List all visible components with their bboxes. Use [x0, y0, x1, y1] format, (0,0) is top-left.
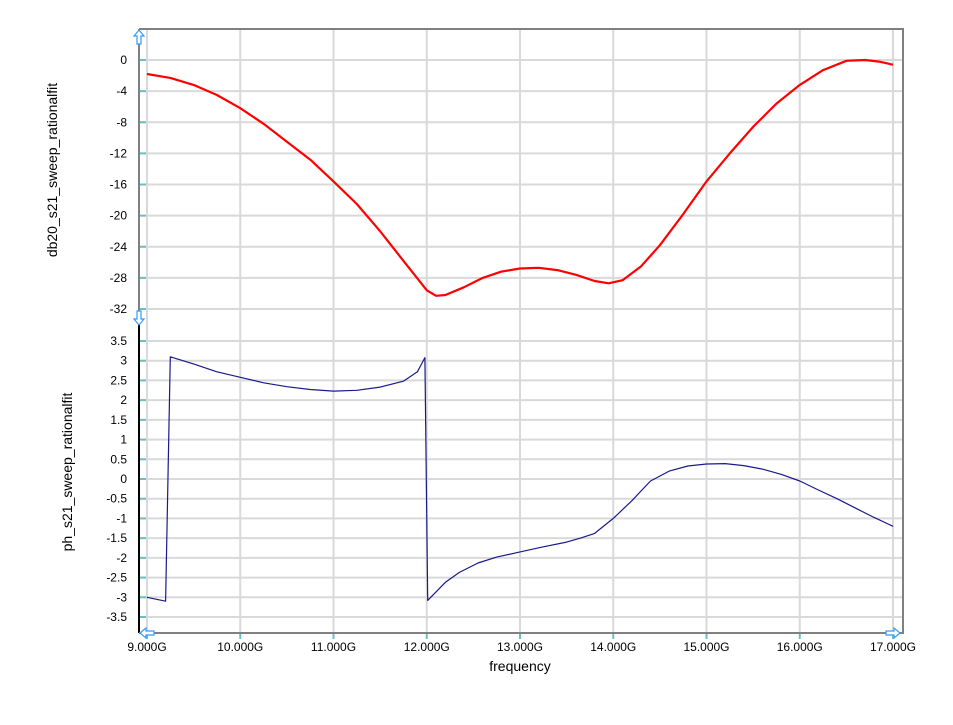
x-tick-label: 13.000G [497, 640, 543, 654]
x-right-arrow-icon [885, 626, 901, 640]
y-tick-label: -8 [116, 115, 127, 129]
grid [139, 29, 903, 633]
x-axis-label: frequency [489, 658, 550, 674]
axes: 9.000G 10.000G 11.000G 12.000G 13.000G 14.000… [106, 28, 916, 654]
y-tick-label: 0.5 [110, 452, 127, 466]
x-tick-label: 14.000G [590, 640, 636, 654]
y-tick-label: -1.5 [106, 531, 127, 545]
y-tick-label: -2.5 [106, 571, 127, 585]
x-tick-label: 17.000G [870, 640, 916, 654]
phase-series-line [146, 356, 894, 602]
y-tick-label: -32 [110, 302, 128, 316]
y-tick-label: 2.5 [110, 373, 127, 387]
x-right-arrow-icon-shape [885, 626, 901, 640]
bottom-y-axis-label: ph_s21_sweep_rationalfit [59, 393, 75, 552]
plot-frame [139, 28, 904, 634]
x-tick-label: 9.000G [127, 640, 166, 654]
y-tick-label: 1 [120, 433, 127, 447]
x-tick-label: 15.000G [683, 640, 729, 654]
y-tick-label: -12 [110, 146, 128, 160]
x-tick-label: 16.000G [777, 640, 823, 654]
db20-series-line [146, 58, 894, 297]
y-tick-label: -16 [110, 178, 128, 192]
x-tick-label: 10.000G [217, 640, 263, 654]
y-tick-label: -1 [116, 511, 127, 525]
y-tick-label: 2 [120, 393, 127, 407]
y-tick-label: 0 [120, 472, 127, 486]
y-tick-label: 1.5 [110, 413, 127, 427]
y-tick-label: -28 [110, 271, 128, 285]
top-axis-arrow-icon [132, 29, 146, 45]
top-y-axis-label: db20_s21_sweep_rationalfit [44, 83, 60, 257]
y-tick-label: -0.5 [106, 492, 127, 506]
x-left-arrow-icon-shape [139, 626, 155, 640]
split-arrow-icon-shape [132, 310, 146, 326]
x-left-arrow-icon [139, 626, 155, 640]
y-tick-label: -2 [116, 551, 127, 565]
y-tick-label: -4 [116, 84, 127, 98]
y-tick-label: 0 [120, 53, 127, 67]
y-tick-label: -3 [116, 590, 127, 604]
y-tick-label: 3.5 [110, 334, 127, 348]
y-tick-label: -3.5 [106, 610, 127, 624]
series [146, 58, 894, 602]
x-tick-label: 12.000G [404, 640, 450, 654]
x-tick-label: 11.000G [311, 640, 356, 654]
y-tick-label: -20 [110, 209, 128, 223]
split-arrow-icon [132, 310, 146, 326]
y-tick-label: -24 [110, 240, 128, 254]
y-tick-label: 3 [120, 354, 127, 368]
top-axis-arrow-icon-shape [132, 29, 146, 45]
